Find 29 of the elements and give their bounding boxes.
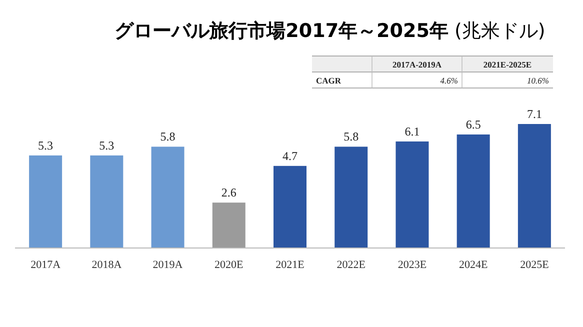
- data-label: 5.8: [160, 130, 176, 144]
- data-label: 6.1: [404, 124, 420, 138]
- bar: [518, 124, 551, 248]
- data-label: 2.6: [221, 186, 236, 200]
- data-label: 5.3: [99, 138, 114, 152]
- x-tick-label: 2025E: [520, 259, 550, 271]
- data-label: 6.5: [466, 117, 481, 132]
- bar: [456, 134, 490, 248]
- data-label: 4.7: [282, 148, 298, 163]
- x-tick-label: 2023E: [398, 259, 427, 271]
- data-label: 5.8: [344, 130, 359, 144]
- bar: [151, 146, 184, 248]
- x-tick-label: 2017A: [30, 259, 61, 271]
- x-tick-label: 2021E: [276, 259, 305, 271]
- x-tick-label: 2024E: [458, 259, 488, 271]
- chart-title: グローバル旅行市場2017年～2025年 (兆米ドル): [114, 20, 546, 42]
- data-label: 7.1: [526, 107, 542, 121]
- data-label: 5.3: [38, 138, 54, 152]
- bar: [396, 141, 429, 248]
- x-tick-label: 2019A: [152, 259, 183, 271]
- x-tick-label: 2020E: [214, 259, 244, 271]
- x-tick-label: 2022E: [336, 259, 366, 271]
- bar: [90, 155, 124, 248]
- cagr-table: 2017A-2019A 2021E-2025E CAGR 4.6% 10.6%: [312, 56, 554, 88]
- x-tick-label: 2018A: [92, 259, 122, 271]
- bar: [334, 146, 368, 248]
- bar: [212, 202, 246, 248]
- bar: [274, 166, 306, 248]
- bar: [29, 155, 62, 248]
